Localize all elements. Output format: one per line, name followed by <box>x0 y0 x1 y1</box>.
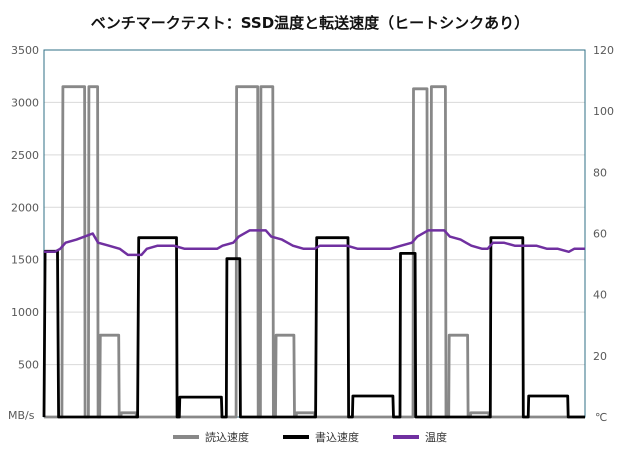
legend-label: 読込速度 <box>205 431 249 444</box>
legend-label: 温度 <box>425 431 447 444</box>
y-left-tick-label: 500 <box>18 359 39 372</box>
series-line-3 <box>44 229 585 257</box>
legend-item: 書込速度 <box>283 428 359 446</box>
legend-item: 温度 <box>393 428 447 446</box>
y-right-tick-label: 120 <box>593 44 614 57</box>
y-left-tick-label: 1000 <box>11 306 39 319</box>
legend-swatch <box>393 435 419 439</box>
y-left-tick-label: 3500 <box>11 44 39 57</box>
chart-title: ベンチマークテスト：SSD温度と転送速度（ヒートシンクあり） <box>90 14 530 32</box>
legend-item: 読込速度 <box>173 428 249 446</box>
y-left-tick-label: 1500 <box>11 254 39 267</box>
y-right-tick-label: 80 <box>593 166 607 179</box>
series-line-2 <box>42 236 585 419</box>
legend-swatch <box>173 435 199 439</box>
y-left-unit-label: MB/s <box>8 409 35 422</box>
y-left-tick-label: 3000 <box>11 96 39 109</box>
y-right-tick-label: 20 <box>593 350 607 363</box>
plot-border <box>43 49 586 418</box>
y-left-tick-label: 2000 <box>11 201 39 214</box>
legend: 読込速度 書込速度 温度 <box>0 428 620 446</box>
legend-label: 書込速度 <box>315 431 359 444</box>
y-right-tick-label: 40 <box>593 289 607 302</box>
y-right-unit-label: ℃ <box>595 411 607 424</box>
grid-layer <box>44 49 585 366</box>
tick-layer: 500 1000 1500 2000 2500 3000 3500 20 40 60 80 100 12… <box>11 44 614 372</box>
y-right-tick-label: 100 <box>593 105 614 118</box>
y-right-tick-label: 60 <box>593 228 607 241</box>
y-left-tick-label: 2500 <box>11 149 39 162</box>
series-layer <box>42 85 585 419</box>
legend-swatch <box>283 435 309 439</box>
